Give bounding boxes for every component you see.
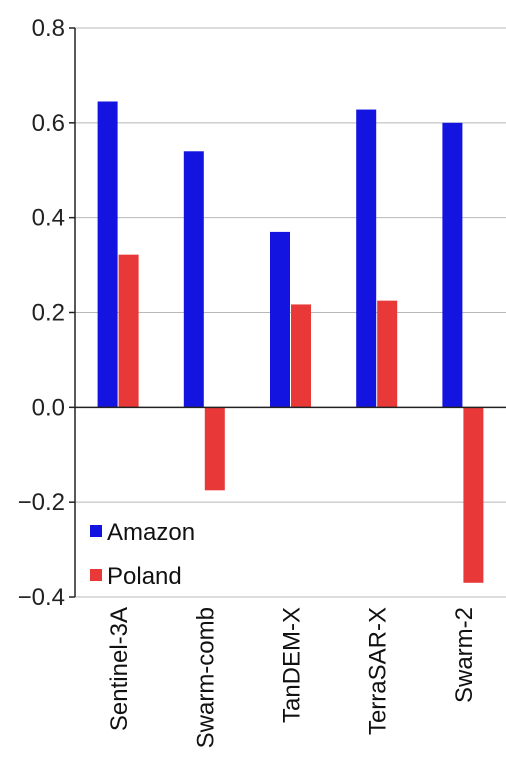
bar-amazon-swarm-2 <box>442 122 463 408</box>
legend-swatch-poland <box>90 569 102 581</box>
y-tick-label: 0.4 <box>32 205 65 232</box>
y-tick-label: 0.2 <box>32 300 65 327</box>
x-tick-labels: Sentinel-3A Swarm-comb TanDEM-X TerraSAR-X S… <box>106 607 478 748</box>
bar-poland-swarm-comb <box>204 407 225 491</box>
bar-amazon-sentinel-3a <box>97 101 118 408</box>
legend-swatch-amazon <box>90 525 102 537</box>
bar-amazon-tandem-x <box>270 231 290 408</box>
bar-poland-sentinel-3a <box>118 254 139 408</box>
x-tick-label: TanDEM-X <box>279 607 306 723</box>
x-tick-label: Sentinel-3A <box>106 607 133 731</box>
x-tick-label: TerraSAR-X <box>365 607 392 735</box>
legend-label-poland: Poland <box>107 563 182 590</box>
bar-poland-swarm-2 <box>463 407 484 583</box>
bar-amazon-swarm-comb <box>183 151 204 408</box>
bar-poland-tandem-x <box>291 304 311 408</box>
y-tick-label: 0.6 <box>32 110 65 137</box>
x-tick-label: Swarm-comb <box>192 607 219 748</box>
axes <box>69 27 506 598</box>
legend-label-amazon: Amazon <box>107 519 195 546</box>
gridlines <box>75 27 506 598</box>
bar-poland-terrasar-x <box>377 300 398 408</box>
y-tick-label: −0.4 <box>18 584 65 611</box>
y-tick-label: 0.0 <box>32 394 65 421</box>
y-tick-label: −0.2 <box>18 489 65 516</box>
x-tick-label: Swarm-2 <box>451 607 478 703</box>
legend: Amazon Poland <box>90 519 195 590</box>
y-tick-labels: −0.4 −0.2 0.0 0.2 0.4 0.6 0.8 <box>18 15 65 611</box>
bar-amazon-terrasar-x <box>356 109 377 408</box>
y-tick-label: 0.8 <box>32 15 65 42</box>
bars <box>97 101 484 583</box>
